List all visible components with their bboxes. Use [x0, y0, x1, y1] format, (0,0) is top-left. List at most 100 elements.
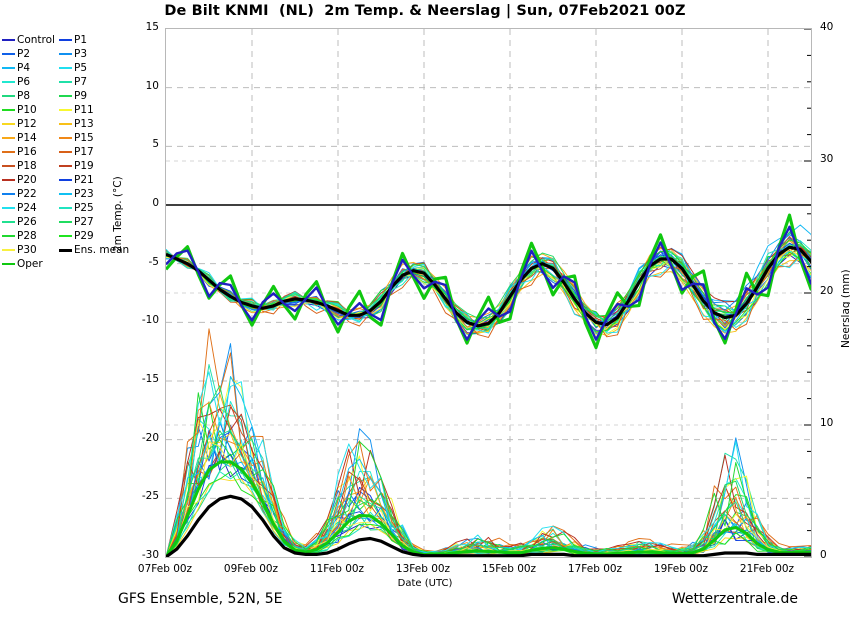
legend-label: P30 — [17, 243, 37, 256]
y-axis-right-label: Neerslag (mm) — [840, 269, 850, 348]
y-axis-left-tick: 0 — [152, 197, 159, 209]
legend-row: Oper — [2, 257, 120, 271]
x-axis-label: Date (UTC) — [397, 578, 453, 589]
precip-trace-p23 — [166, 376, 811, 557]
legend-label: Oper — [17, 257, 43, 270]
precip-trace-p5 — [166, 417, 811, 557]
legend-row: P14 P15 — [2, 131, 120, 145]
legend-item-p23: P23 — [59, 188, 116, 200]
precip-trace-ens-mean — [166, 494, 811, 557]
precip-trace-p20 — [166, 408, 811, 557]
legend-item-p6: P6 — [2, 76, 59, 88]
precip-trace-p30 — [166, 441, 811, 557]
precip-trace-p17 — [166, 452, 811, 557]
legend-item-p18: P18 — [2, 159, 59, 172]
x-axis-tick: 15Feb 00z — [481, 563, 537, 575]
legend-color-swatch — [2, 151, 15, 153]
legend-label: P9 — [74, 89, 88, 102]
legend-color-swatch — [2, 165, 15, 167]
legend-color-swatch — [59, 137, 72, 139]
y-axis-right-tick: 10 — [820, 417, 834, 429]
legend-label: Control — [17, 33, 55, 46]
legend-row: P8 P9 — [2, 89, 120, 103]
legend-item-p19: P19 — [59, 159, 116, 172]
legend-label: P8 — [17, 89, 31, 102]
legend-item-p20: P20 — [2, 174, 59, 186]
legend-label: P13 — [74, 117, 94, 130]
legend-color-swatch — [59, 81, 72, 83]
y-axis-left-tick: 10 — [145, 79, 159, 92]
legend-color-swatch — [2, 193, 15, 195]
legend-item-p29: P29 — [59, 230, 116, 242]
legend-color-swatch — [59, 179, 72, 181]
legend-label: P10 — [17, 103, 37, 116]
legend-item-oper: Oper — [2, 257, 59, 270]
legend-label: P15 — [74, 131, 94, 144]
legend-row: P2 P3 — [2, 47, 120, 61]
legend-label: P1 — [74, 33, 88, 46]
legend-item-p10: P10 — [2, 103, 59, 116]
legend-color-swatch — [2, 221, 15, 223]
precip-trace-p24 — [166, 371, 811, 557]
legend-row: P24 P25 — [2, 201, 120, 215]
legend-color-swatch — [2, 67, 15, 69]
legend-color-swatch — [59, 193, 72, 195]
y-axis-left-tick: -5 — [148, 255, 159, 268]
legend-color-swatch — [59, 39, 72, 41]
y-axis-left-tick: -30 — [141, 549, 159, 561]
legend-color-swatch — [2, 53, 15, 55]
legend-item-p8: P8 — [2, 89, 59, 102]
legend-item-p11: P11 — [59, 104, 116, 116]
legend-item-p26: P26 — [2, 215, 59, 228]
y-axis-left-tick: 15 — [145, 21, 159, 33]
chart-plot-area — [165, 28, 812, 558]
legend-color-swatch — [59, 67, 72, 69]
legend-color-swatch — [2, 95, 15, 97]
legend-row: P10 P11 — [2, 103, 120, 117]
legend-item-ens-mean: Ens. mean — [59, 244, 129, 256]
legend-label: P18 — [17, 159, 37, 172]
legend-item-p5: P5 — [59, 61, 116, 74]
x-axis-tick: 21Feb 00z — [739, 563, 795, 575]
legend-label: P25 — [74, 201, 94, 214]
legend-label: P28 — [17, 229, 37, 242]
footer-source: Wetterzentrale.de — [671, 591, 798, 607]
legend-color-swatch — [59, 165, 72, 167]
legend-row: P18 P19 — [2, 159, 120, 173]
legend-color-swatch — [2, 109, 15, 111]
legend-row: P26 P27 — [2, 215, 120, 229]
legend-color-swatch — [2, 81, 15, 83]
legend-label: P19 — [74, 159, 94, 172]
legend-label: P22 — [17, 187, 37, 200]
x-axis-tick: 13Feb 00z — [395, 563, 451, 575]
y-axis-left-tick: -15 — [141, 373, 159, 385]
x-axis-tick: 07Feb 00z — [137, 563, 193, 575]
legend-label: P16 — [17, 145, 37, 158]
legend-label: P27 — [74, 215, 94, 228]
legend-label: P5 — [74, 61, 88, 74]
y-axis-left-tick: -25 — [141, 490, 159, 503]
legend: Control P1 P2 P3 P4 P5 P6 P7 P8 P9 P10 P11 P12 P13 P14… — [2, 33, 129, 271]
legend-item-p21: P21 — [59, 174, 116, 186]
y-axis-left-label: 2m Temp. (°C) — [112, 176, 124, 252]
legend-item-p12: P12 — [2, 118, 59, 130]
legend-label: P26 — [17, 215, 37, 228]
legend-label: P2 — [17, 47, 31, 60]
legend-item-p24: P24 — [2, 202, 59, 214]
temp-trace-p14 — [166, 240, 811, 318]
legend-label: P4 — [17, 61, 31, 74]
precip-trace-p28 — [166, 392, 811, 557]
precip-trace-p16 — [166, 328, 811, 557]
y-axis-left-tick: -20 — [141, 431, 159, 444]
legend-row: P4 P5 — [2, 61, 120, 75]
legend-item-p2: P2 — [2, 47, 59, 60]
chart-canvas — [166, 29, 811, 557]
legend-row: P20 P21 — [2, 173, 120, 187]
legend-item-p28: P28 — [2, 229, 59, 242]
y-axis-right-tick: 30 — [820, 153, 834, 165]
legend-item-p1: P1 — [59, 33, 116, 46]
legend-color-swatch — [2, 179, 15, 181]
footer-model-info: GFS Ensemble, 52N, 5E — [118, 591, 283, 607]
precip-trace-p22 — [166, 421, 811, 557]
legend-color-swatch — [2, 235, 15, 237]
